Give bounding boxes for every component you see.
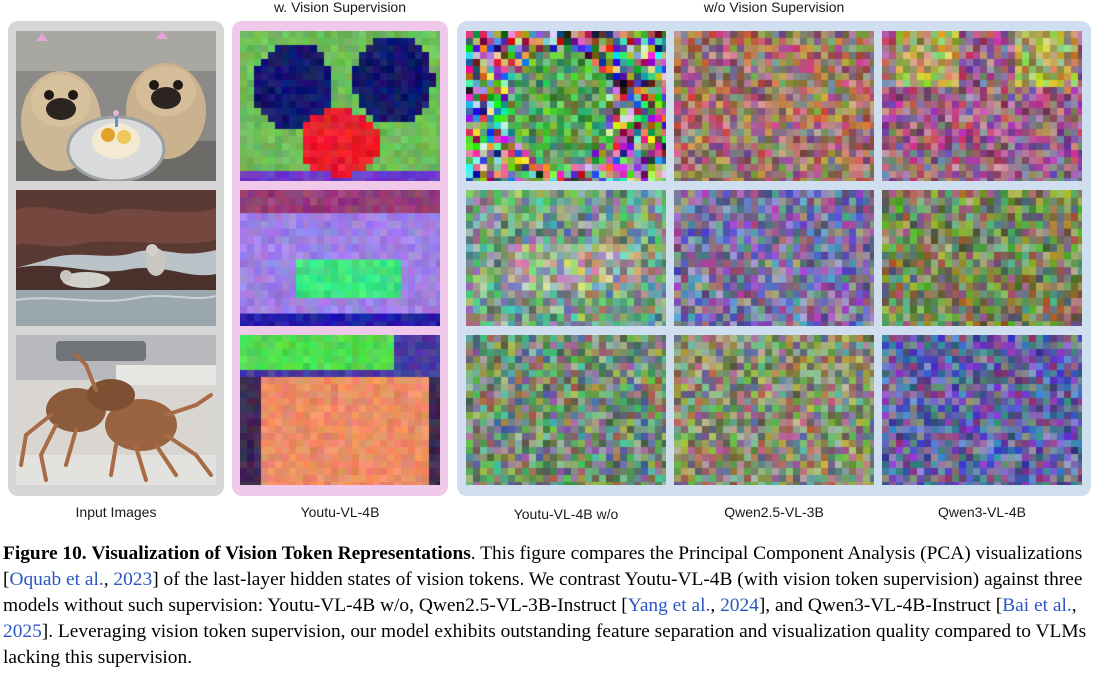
pca-canvas xyxy=(882,335,1082,485)
figure-caption: Figure 10. Visualization of Vision Token… xyxy=(3,543,1087,668)
header-without-supervision: w/o Vision Supervision xyxy=(703,0,845,15)
pca-canvas xyxy=(240,31,440,181)
header-with-supervision: w. Vision Supervision xyxy=(273,0,407,15)
label-qwen3: Qwen3-VL-4B xyxy=(938,504,1026,520)
pca-youtu-with-row2 xyxy=(240,190,440,326)
pca-canvas xyxy=(466,31,666,181)
citation-year[interactable]: 2025 xyxy=(3,621,42,642)
label-input-images: Input Images xyxy=(75,504,157,520)
pugs-illustration xyxy=(16,31,216,181)
label-youtu-without: Youtu-VL-4B w/o xyxy=(513,506,619,522)
caption-text: ]. Leveraging vision token supervision, … xyxy=(3,621,1087,668)
input-image-crabs xyxy=(16,335,216,485)
pca-canvas xyxy=(240,335,440,485)
pca-canvas xyxy=(674,31,874,181)
citation-link[interactable]: Yang et al. xyxy=(627,595,711,616)
citation-link[interactable]: Oquab et al. xyxy=(9,569,104,590)
pca-canvas xyxy=(240,190,440,326)
pca-canvas xyxy=(882,190,1082,326)
input-image-pugs xyxy=(16,31,216,181)
citation-year[interactable]: 2024 xyxy=(720,595,759,616)
label-youtu-with: Youtu-VL-4B xyxy=(300,504,380,520)
pca-youtu-without-row3 xyxy=(466,335,666,485)
citation-year[interactable]: 2023 xyxy=(113,569,153,590)
pca-qwen3-row1 xyxy=(882,31,1082,181)
pca-qwen25-row2 xyxy=(674,190,874,326)
pca-youtu-without-row1 xyxy=(466,31,666,181)
pca-qwen3-row2 xyxy=(882,190,1082,326)
crabs-illustration xyxy=(16,335,216,485)
caption-text: ], and Qwen3-VL-4B-Instruct [ xyxy=(758,595,1003,616)
pca-canvas xyxy=(882,31,1082,181)
pca-canvas xyxy=(674,335,874,485)
pca-canvas xyxy=(466,335,666,485)
pca-qwen3-row3 xyxy=(882,335,1082,485)
pca-qwen25-row1 xyxy=(674,31,874,181)
pca-youtu-with-row1 xyxy=(240,31,440,181)
pca-youtu-without-row2 xyxy=(466,190,666,326)
input-image-seals xyxy=(16,190,216,326)
caption-text: ] of the last-layer hidden states of vis… xyxy=(3,569,1083,616)
pca-canvas xyxy=(674,190,874,326)
pca-canvas xyxy=(466,190,666,326)
figure-label: Figure 10. xyxy=(3,543,87,564)
caption-text: . This figure compares the Principal Com… xyxy=(3,543,1083,590)
pca-youtu-with-row3 xyxy=(240,335,440,485)
seals-illustration xyxy=(16,190,216,326)
citation-link[interactable]: Bai et al. xyxy=(1002,595,1072,616)
pca-qwen25-row3 xyxy=(674,335,874,485)
figure-title: Visualization of Vision Token Representa… xyxy=(91,543,471,564)
label-qwen25: Qwen2.5-VL-3B xyxy=(724,504,824,520)
